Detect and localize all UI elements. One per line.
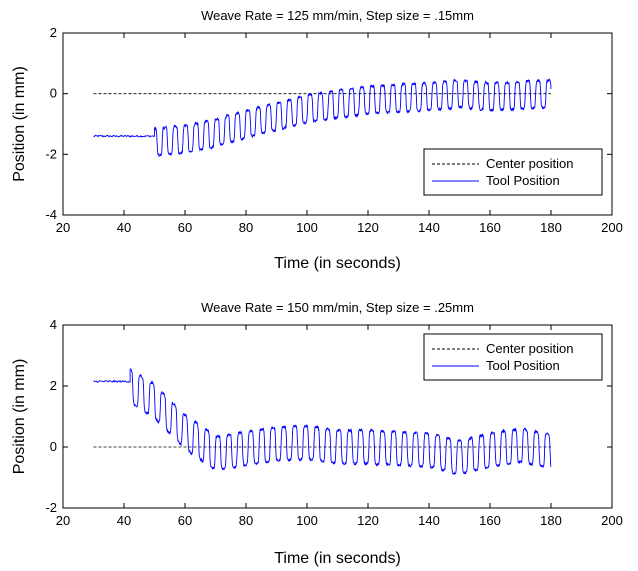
x-tick-label: 120 xyxy=(357,513,379,528)
y-tick-label: 0 xyxy=(50,439,57,454)
y-tick-label: 2 xyxy=(50,25,57,40)
x-tick-label: 80 xyxy=(239,513,253,528)
x-tick-label: 40 xyxy=(117,220,131,235)
plot-frame xyxy=(62,324,613,509)
x-tick-label: 40 xyxy=(117,513,131,528)
legend-label: Center position xyxy=(486,156,573,171)
y-tick-label: -2 xyxy=(45,500,57,515)
chart-2: Weave Rate = 150 mm/min, Step size = .25… xyxy=(11,300,623,567)
chart-1: Weave Rate = 125 mm/min, Step size = .15… xyxy=(11,8,623,272)
legend-box xyxy=(423,333,603,381)
series-line-tool-position xyxy=(93,78,552,158)
x-tick-label: 80 xyxy=(239,220,253,235)
y-tick-label: -2 xyxy=(45,146,57,161)
legend-label: Center position xyxy=(486,341,573,356)
x-tick-label: 180 xyxy=(540,513,562,528)
x-tick-label: 120 xyxy=(357,220,379,235)
x-tick-label: 60 xyxy=(178,220,192,235)
x-tick-label: 100 xyxy=(296,513,318,528)
plot-frame xyxy=(62,32,613,216)
legend-box xyxy=(423,148,603,196)
legend-label: Tool Position xyxy=(486,173,560,188)
y-tick-label: -4 xyxy=(45,207,57,222)
y-tick-label: 0 xyxy=(50,86,57,101)
x-tick-label: 200 xyxy=(601,220,623,235)
x-tick-label: 20 xyxy=(56,513,70,528)
x-axis-label: Time (in seconds) xyxy=(274,255,401,272)
x-tick-label: 160 xyxy=(479,220,501,235)
x-axis-label: Time (in seconds) xyxy=(274,550,401,567)
x-tick-label: 60 xyxy=(178,513,192,528)
x-tick-label: 140 xyxy=(418,513,440,528)
x-tick-label: 160 xyxy=(479,513,501,528)
chart-title: Weave Rate = 125 mm/min, Step size = .15… xyxy=(201,8,474,23)
series-line-tool-position xyxy=(93,368,552,475)
x-tick-label: 140 xyxy=(418,220,440,235)
y-tick-label: 2 xyxy=(50,378,57,393)
legend: Center position Tool Position xyxy=(423,333,603,381)
x-tick-label: 200 xyxy=(601,513,623,528)
legend: Center position Tool Position xyxy=(423,148,603,196)
y-axis-label: Position (in mm) xyxy=(11,66,28,182)
x-tick-label: 100 xyxy=(296,220,318,235)
y-tick-label: 4 xyxy=(50,317,57,332)
legend-label: Tool Position xyxy=(486,358,560,373)
y-axis-label: Position (in mm) xyxy=(11,359,28,475)
x-tick-label: 180 xyxy=(540,220,562,235)
x-tick-label: 20 xyxy=(56,220,70,235)
chart-title: Weave Rate = 150 mm/min, Step size = .25… xyxy=(201,300,474,315)
